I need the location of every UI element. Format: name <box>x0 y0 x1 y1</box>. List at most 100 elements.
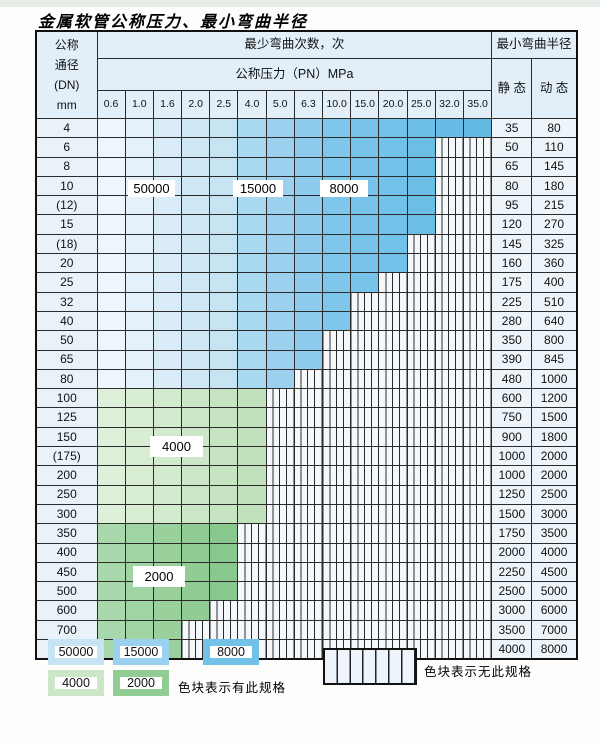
spec-cell <box>293 253 324 274</box>
no-spec-cell <box>321 407 352 428</box>
spec-cell <box>152 523 183 544</box>
table-row: 200 1000 2000 <box>35 465 578 486</box>
no-spec-cell <box>237 542 267 563</box>
no-spec-cell <box>350 639 380 660</box>
no-spec-cell <box>406 600 436 621</box>
spec-cell <box>124 330 154 351</box>
no-spec-cell <box>293 523 324 544</box>
spec-cell <box>350 214 380 235</box>
spec-cell <box>181 117 211 139</box>
spec-cell <box>209 195 239 216</box>
no-spec-cell <box>321 561 352 583</box>
pressure-col-header: 2.5 <box>209 90 239 119</box>
spec-cell <box>237 368 267 390</box>
dynamic-radius-cell: 640 <box>531 310 578 332</box>
no-spec-cell <box>406 581 436 602</box>
spec-cell <box>209 388 239 409</box>
static-radius-cell: 2000 <box>491 542 533 563</box>
dn-cell: 4 <box>35 117 98 139</box>
static-radius-cell: 175 <box>491 272 533 293</box>
no-spec-cell <box>265 426 295 448</box>
no-spec-cell <box>406 523 436 544</box>
table-row: (12) 95 215 <box>35 195 578 216</box>
spec-cell <box>237 484 267 505</box>
dynamic-radius-cell: 360 <box>531 253 578 274</box>
spec-cell <box>152 117 183 139</box>
spec-cell <box>124 600 154 621</box>
dn-cell: 125 <box>35 407 98 428</box>
spec-cell <box>237 310 267 332</box>
no-spec-cell <box>237 600 267 621</box>
dynamic-radius-cell: 5000 <box>531 581 578 602</box>
spec-cell <box>96 233 126 255</box>
no-spec-cell <box>462 426 493 448</box>
no-spec-cell <box>265 542 295 563</box>
static-radius-cell: 600 <box>491 388 533 409</box>
spec-cell <box>209 407 239 428</box>
no-spec-cell <box>378 388 408 409</box>
no-spec-cell <box>321 330 352 351</box>
spec-cell <box>209 368 239 390</box>
dynamic-radius-cell: 80 <box>531 117 578 139</box>
no-spec-cell <box>293 561 324 583</box>
no-spec-cell <box>350 465 380 486</box>
dn-cell: 250 <box>35 484 98 505</box>
pressure-col-header: 1.0 <box>124 90 154 119</box>
no-spec-cell <box>378 465 408 486</box>
table-row: 6 50 110 <box>35 137 578 158</box>
spec-cell <box>96 137 126 158</box>
spec-cell <box>152 388 183 409</box>
no-spec-cell <box>462 407 493 428</box>
no-spec-cell <box>378 600 408 621</box>
spec-cell <box>181 581 211 602</box>
dn-cell: (18) <box>35 233 98 255</box>
dynamic-radius-cell: 800 <box>531 330 578 351</box>
dn-cell: 100 <box>35 388 98 409</box>
spec-cell <box>152 503 183 525</box>
spec-cell <box>265 330 295 351</box>
spec-cell <box>124 407 154 428</box>
static-radius-cell: 280 <box>491 310 533 332</box>
no-spec-cell <box>350 542 380 563</box>
no-spec-cell <box>321 426 352 448</box>
spec-cell <box>321 117 352 139</box>
header-row-1: 公称 通径 (DN) mm 最少弯曲次数，次 最小弯曲半径 <box>35 30 578 119</box>
no-spec-cell <box>350 330 380 351</box>
spec-cell <box>96 581 126 602</box>
static-radius-cell: 95 <box>491 195 533 216</box>
spec-cell <box>265 310 295 332</box>
no-spec-cell <box>350 407 380 428</box>
no-spec-cell <box>265 619 295 641</box>
spec-cell <box>378 137 408 158</box>
dynamic-radius-cell: 4500 <box>531 561 578 583</box>
pressure-col-header: 4.0 <box>237 90 267 119</box>
spec-cell <box>321 253 352 274</box>
dynamic-radius-cell: 145 <box>531 156 578 177</box>
no-spec-cell <box>293 503 324 525</box>
legend-swatch-4000: 4000 <box>48 670 104 696</box>
no-spec-cell <box>434 619 464 641</box>
spec-cell <box>96 465 126 486</box>
no-spec-cell <box>378 561 408 583</box>
spec-cell <box>152 639 183 660</box>
no-spec-cell <box>406 639 436 660</box>
table-row: 4 35 80 <box>35 117 578 139</box>
spec-cell <box>124 639 154 660</box>
spec-cell <box>209 446 239 467</box>
no-spec-cell <box>321 465 352 486</box>
static-radius-cell: 160 <box>491 253 533 274</box>
spec-cell <box>96 368 126 390</box>
no-spec-cell <box>434 561 464 583</box>
spec-cell <box>152 291 183 312</box>
table-row: 125 750 1500 <box>35 407 578 428</box>
no-spec-cell <box>181 639 211 660</box>
dn-cell: 25 <box>35 272 98 293</box>
no-spec-cell <box>462 330 493 351</box>
static-radius-cell: 80 <box>491 175 533 197</box>
dynamic-radius-cell: 3000 <box>531 503 578 525</box>
dn-cell: 300 <box>35 503 98 525</box>
dynamic-radius-cell: 6000 <box>531 600 578 621</box>
no-spec-cell <box>321 388 352 409</box>
spec-cell <box>181 156 211 177</box>
